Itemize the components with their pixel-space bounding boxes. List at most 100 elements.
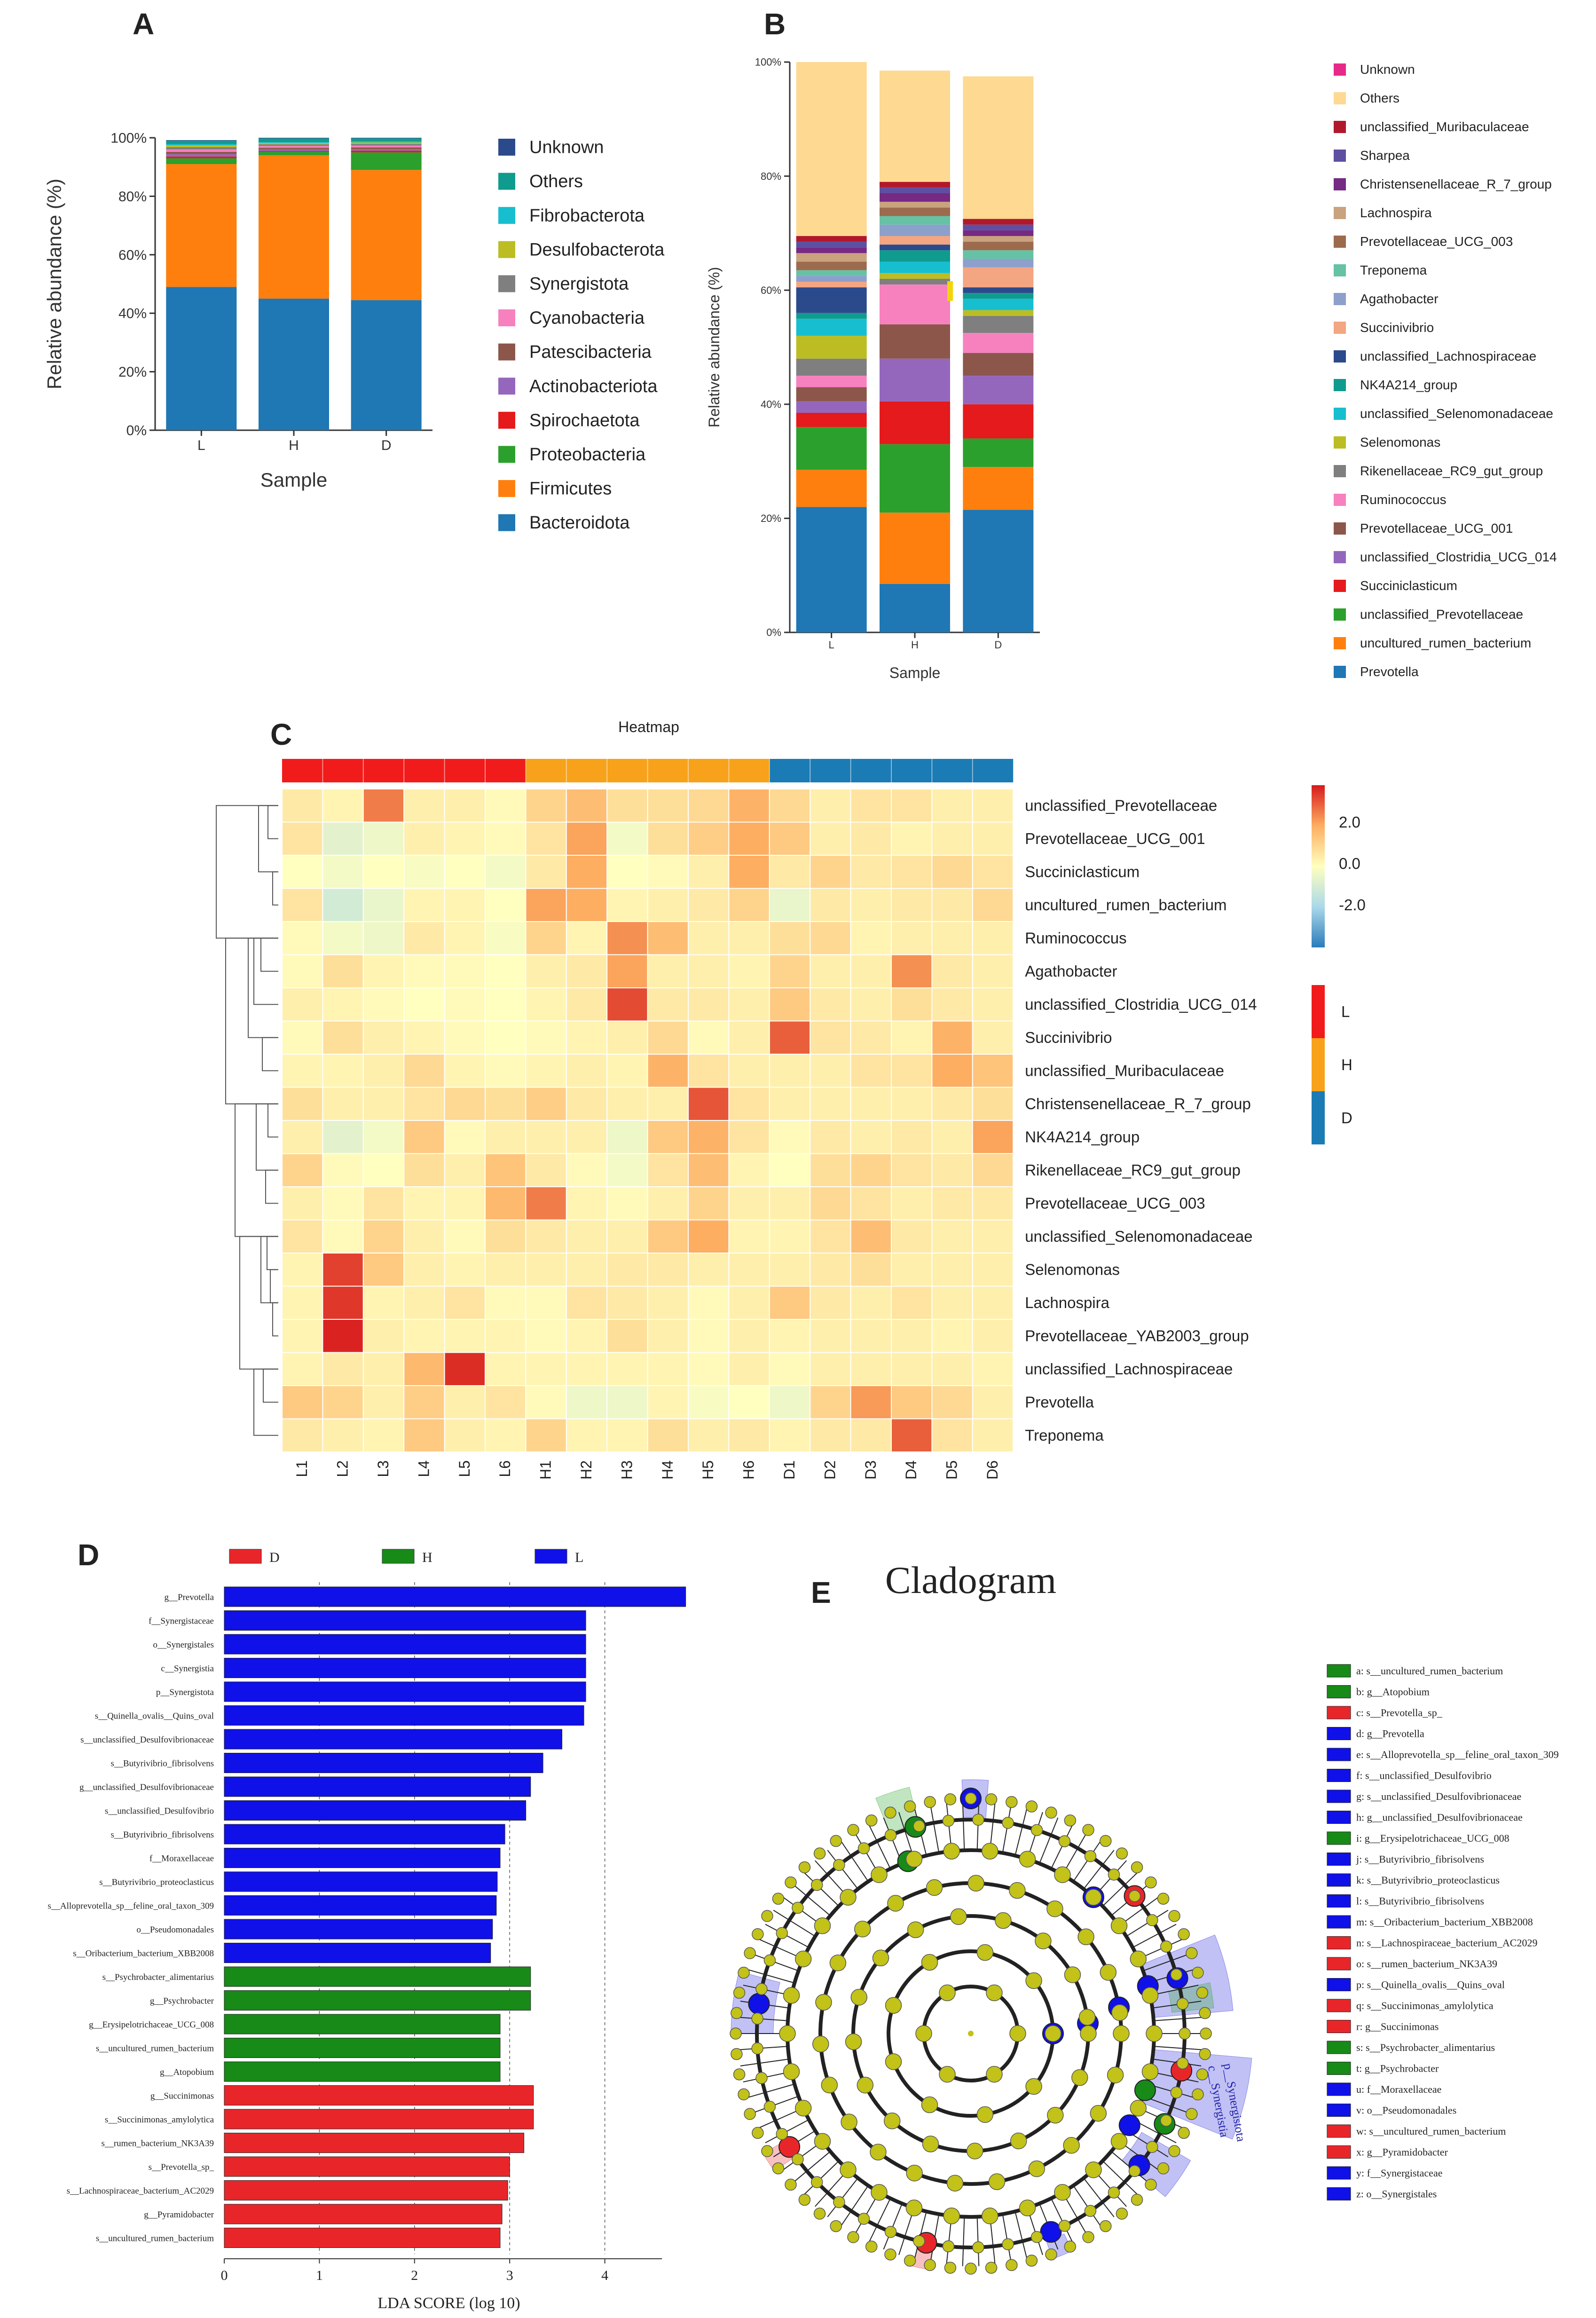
bar-label: g__Succinimonas (150, 2091, 214, 2101)
taxon-node (871, 2184, 888, 2201)
heatmap-cell (728, 888, 770, 922)
heatmap-cell (485, 888, 527, 922)
heatmap-cell (403, 821, 445, 856)
heatmap-cell (444, 788, 486, 823)
heatmap-cell (647, 1186, 689, 1221)
bar-label: s__Oribacterium_bacterium_XBB2008 (73, 1949, 214, 1959)
group-legend-label: D (1341, 1109, 1352, 1127)
dendrogram-branch (263, 1368, 278, 1403)
heatmap-cell (566, 1087, 608, 1121)
heatmap-cell (728, 1087, 770, 1121)
heatmap-cell (850, 1319, 892, 1353)
taxon-node (763, 2100, 776, 2113)
heatmap-cell (850, 821, 892, 856)
bar-segment (166, 154, 237, 157)
heatmap-cell (403, 1285, 445, 1320)
legend-swatch (498, 275, 515, 292)
bar-segment (796, 387, 867, 402)
heatmap-cell (322, 1385, 364, 1419)
column-label: D1 (781, 1460, 798, 1480)
heatmap-cell (931, 1087, 973, 1121)
bar-segment (963, 315, 1034, 333)
taxon-node (751, 2042, 763, 2055)
taxon-node (913, 2235, 925, 2247)
legend-label: Lachnospira (1360, 205, 1432, 220)
lda-bar (224, 1848, 501, 1868)
column-label: D4 (903, 1460, 920, 1480)
heatmap-cell (444, 1120, 486, 1154)
heatmap-cell (972, 888, 1014, 922)
x-tick-label: L (197, 438, 205, 453)
heatmap-cell (891, 1219, 933, 1254)
bar-label: p__Synergistota (156, 1687, 214, 1697)
heatmap-cell (566, 1253, 608, 1287)
lda-bar (224, 2156, 510, 2177)
heatmap-cell (566, 1418, 608, 1452)
taxon-node (926, 1879, 943, 1896)
heatmap-cell (769, 1385, 811, 1419)
bar-segment (963, 242, 1034, 251)
tree-branch (1083, 2177, 1115, 2217)
heatmap-cell (444, 1253, 486, 1287)
legend-swatch (498, 446, 515, 463)
heatmap-cell (403, 855, 445, 889)
heatmap-cell (525, 1285, 567, 1320)
bar-segment (880, 224, 950, 236)
bar-label: s__Psychrobacter_alimentarius (102, 1972, 214, 1982)
y-axis-title: Relative abundance (%) (706, 267, 723, 428)
taxon-node (1035, 1932, 1052, 1949)
bar-segment (166, 164, 237, 287)
bar-label: s__Quinella_ovalis__Quins_oval (95, 1711, 214, 1721)
heatmap-cell (810, 888, 851, 922)
heatmap-cell (769, 954, 811, 988)
bar-segment (351, 138, 422, 142)
bar-segment (259, 149, 329, 151)
heatmap-cell (444, 1219, 486, 1254)
lda-bar (224, 1610, 586, 1631)
taxon-node (1084, 1850, 1097, 1862)
legend-label: D (269, 1550, 280, 1565)
taxon-node (887, 1895, 904, 1912)
taxon-node (965, 1792, 977, 1805)
bar-segment (880, 244, 950, 251)
legend-label: m: s__Oribacterium_bacterium_XBB2008 (1356, 1916, 1533, 1928)
legend-label: x: g__Pyramidobacter (1356, 2146, 1448, 2158)
heatmap-cell (322, 1054, 364, 1088)
heatmap-cell (485, 954, 527, 988)
column-label: D3 (862, 1460, 879, 1480)
legend-label: Fibrobacterota (529, 206, 645, 226)
heatmap-cell (891, 788, 933, 823)
bar-segment (166, 147, 237, 150)
taxon-node (1019, 1851, 1036, 1868)
heatmap-cell (972, 1020, 1014, 1055)
bar-segment (166, 287, 237, 430)
taxon-node (1160, 1940, 1172, 1953)
heatmap-cell (362, 1418, 405, 1452)
tree-branch (930, 1804, 940, 1853)
heatmap-cell (891, 987, 933, 1022)
bar-segment (963, 510, 1034, 632)
taxon-node (944, 1793, 957, 1806)
tree-branch (1083, 1850, 1115, 1890)
bar-segment (963, 76, 1034, 219)
heatmap-cell (282, 954, 323, 988)
heatmap-cell (769, 1087, 811, 1121)
heatmap-cell (810, 1285, 851, 1320)
heatmap-cell (444, 921, 486, 955)
heatmap-cell (362, 821, 405, 856)
heatmap-cell (485, 987, 527, 1022)
heatmap-cell (282, 1020, 323, 1055)
heatmap-cell (728, 1186, 770, 1221)
taxon-node (854, 1920, 871, 1938)
heatmap-cell (972, 1418, 1014, 1452)
heatmap-cell (972, 821, 1014, 856)
legend-swatch (1334, 350, 1346, 363)
cladogram-title: Cladogram (885, 1559, 1056, 1601)
row-label: unclassified_Lachnospiraceae (1025, 1360, 1233, 1378)
bar-segment (166, 149, 237, 152)
taxon-node (1108, 2186, 1120, 2199)
taxon-node (755, 1983, 768, 1995)
heatmap-cell (647, 1219, 689, 1254)
heatmap-cell (891, 888, 933, 922)
heatmap-cell (444, 821, 486, 856)
